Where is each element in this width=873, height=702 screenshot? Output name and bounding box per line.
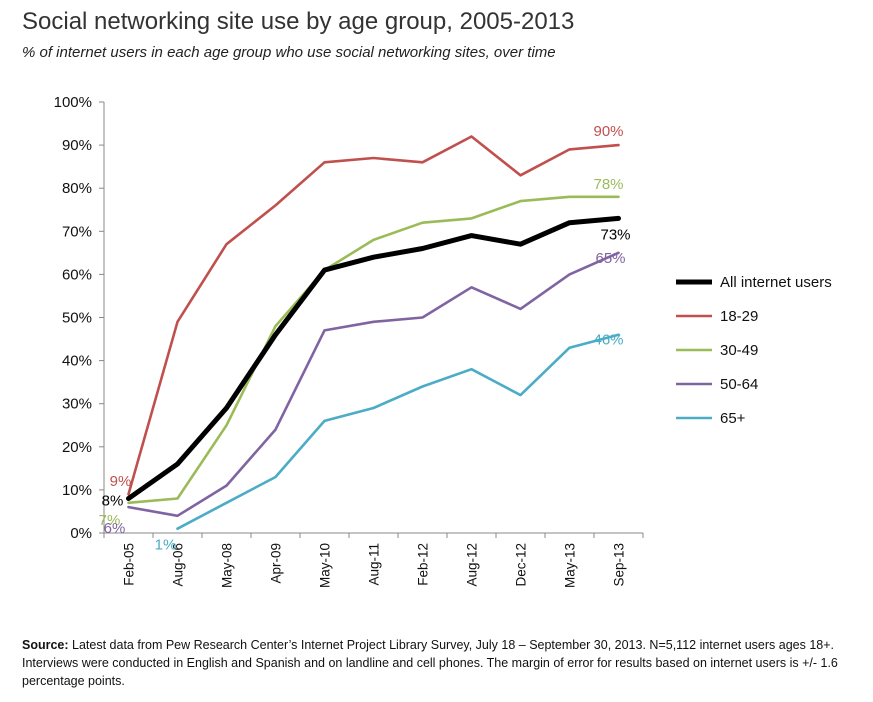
start-label-50-64: 6% — [104, 520, 126, 537]
y-tick-label: 10% — [62, 482, 92, 499]
end-label-18-29: 90% — [593, 123, 623, 140]
legend-label-all-internet-users: All internet users — [720, 274, 832, 291]
source-label: Source: — [22, 638, 69, 652]
x-tick-label: May-08 — [220, 543, 235, 588]
x-tick-label: Sep-13 — [612, 543, 627, 587]
series-line-65 — [176, 333, 620, 531]
start-label-30-49: 7% — [99, 512, 121, 529]
y-tick-label: 70% — [62, 223, 92, 240]
legend: All internet users 18-29 30-49 50-64 65+ — [676, 274, 832, 427]
end-label-50-64: 65% — [595, 250, 625, 267]
start-label-18-29: 9% — [110, 473, 132, 490]
y-tick-label: 40% — [62, 353, 92, 370]
legend-label-50-64: 50-64 — [720, 376, 758, 393]
x-tick-label: Feb-12 — [416, 543, 431, 586]
y-tick-label: 20% — [62, 439, 92, 456]
end-label-30-49: 78% — [593, 176, 623, 193]
x-tick-label: Aug-11 — [367, 543, 382, 586]
series-line-50-64 — [127, 251, 620, 518]
x-tick-label: Aug-12 — [465, 543, 480, 587]
series-line-18-29 — [127, 135, 620, 496]
y-tick-label: 0% — [70, 525, 92, 542]
x-tick-label: Dec-12 — [514, 543, 529, 587]
y-tick-label: 30% — [62, 396, 92, 413]
start-label-all-internet-users: 8% — [102, 493, 124, 510]
x-tick-label: May-10 — [318, 543, 333, 588]
y-tick-label: 50% — [62, 310, 92, 327]
source-note: Source: Latest data from Pew Research Ce… — [22, 636, 852, 690]
series-line-all-internet-users — [126, 215, 621, 501]
point-labels: 8% 73% 9% 90% 7% 78% 6% 65% 1% 46% — [99, 123, 631, 554]
y-tick-label: 80% — [62, 180, 92, 197]
x-tick-label: Feb-05 — [122, 543, 137, 586]
start-label-65: 1% — [155, 537, 177, 554]
x-tick-label: May-13 — [563, 543, 578, 588]
series-lines — [126, 135, 621, 531]
line-chart: 0% 10% 20% 30% 40% 50% 60% 70% 80% 90% 100% Feb-05 A… — [54, 94, 832, 588]
x-tick-label: Apr-09 — [269, 543, 284, 584]
source-text: Latest data from Pew Research Center’s I… — [22, 638, 838, 688]
legend-label-65: 65+ — [720, 410, 746, 427]
legend-label-18-29: 18-29 — [720, 308, 758, 325]
chart-subtitle: % of internet users in each age group wh… — [22, 44, 556, 61]
end-label-all-internet-users: 73% — [600, 226, 630, 243]
series-line-30-49 — [127, 195, 620, 505]
end-label-65: 46% — [593, 332, 623, 349]
legend-label-30-49: 30-49 — [720, 342, 758, 359]
x-tick-label: Aug-06 — [171, 543, 186, 587]
y-tick-label: 60% — [62, 266, 92, 283]
y-tick-label: 90% — [62, 137, 92, 154]
chart-title: Social networking site use by age group,… — [22, 8, 575, 35]
y-tick-label: 100% — [54, 94, 92, 111]
axes: 0% 10% 20% 30% 40% 50% 60% 70% 80% 90% 100% Feb-05 A… — [54, 94, 644, 588]
